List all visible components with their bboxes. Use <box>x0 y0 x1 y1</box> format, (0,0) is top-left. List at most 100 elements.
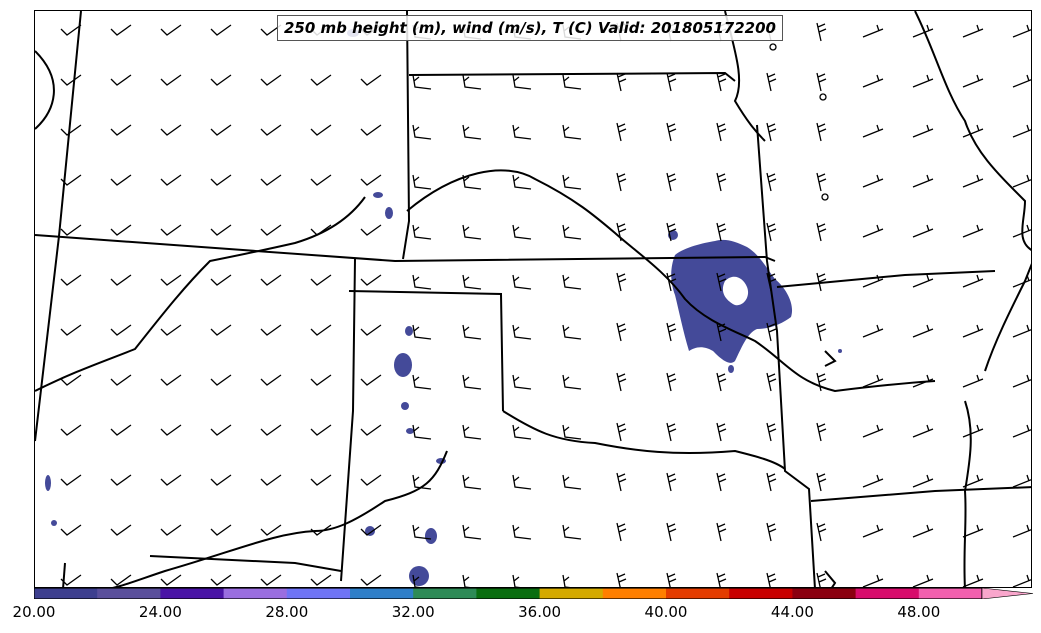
state-border <box>810 486 1031 502</box>
temperature-fill-spot <box>425 528 437 544</box>
wind-barb <box>912 174 934 188</box>
wind-barb <box>310 474 332 486</box>
wind-barb <box>962 474 984 488</box>
wind-barb <box>412 524 432 540</box>
wind-barb <box>160 74 182 86</box>
wind-barb <box>60 224 82 236</box>
wind-barb <box>310 574 332 586</box>
map-panel <box>34 10 1032 588</box>
temperature-fill-spot <box>406 428 414 434</box>
colorbar-segment <box>97 588 161 599</box>
wind-barb <box>562 174 582 190</box>
wind-barb <box>412 124 432 140</box>
wind-barb <box>666 572 677 587</box>
river-line <box>824 570 837 587</box>
wind-barb <box>462 424 482 440</box>
wind-barb <box>160 374 182 386</box>
colorbar-outline <box>34 588 983 599</box>
wind-barb <box>766 222 777 242</box>
wind-barb <box>210 524 232 536</box>
temperature-fill-spot <box>405 326 413 336</box>
wind-barb <box>360 474 382 486</box>
colorbar-segment <box>160 588 225 599</box>
wind-barb <box>816 172 827 192</box>
wind-barb <box>462 374 482 390</box>
wind-barb <box>110 74 132 86</box>
wind-barb <box>862 24 884 38</box>
wind-barb <box>360 324 382 336</box>
temperature-fill-spot <box>385 207 393 219</box>
wind-barb <box>816 72 827 92</box>
wind-barb <box>110 124 132 136</box>
wind-barb <box>110 424 132 436</box>
wind-barb <box>412 174 432 190</box>
wind-barb <box>666 272 677 292</box>
wind-barb <box>766 172 777 192</box>
wind-barb <box>512 524 532 540</box>
wind-barb <box>616 172 627 192</box>
state-border <box>35 11 82 442</box>
wind-barb <box>360 124 382 136</box>
wind-barb <box>616 572 627 587</box>
wind-barb <box>912 424 934 438</box>
wind-barb <box>260 224 282 236</box>
wind-barb <box>766 322 777 342</box>
wind-barb <box>716 172 727 192</box>
wind-barb <box>962 524 984 538</box>
temperature-fill-spot <box>51 520 57 526</box>
wind-barb <box>412 574 421 587</box>
wind-barb <box>160 424 182 436</box>
river-line <box>984 263 1031 372</box>
wind-barb <box>766 372 777 392</box>
wind-barb <box>666 422 677 442</box>
wind-barb <box>462 124 482 140</box>
wind-barb <box>1012 424 1031 438</box>
wind-barb <box>862 74 884 88</box>
wind-barb <box>310 74 332 86</box>
wind-barb <box>260 74 282 86</box>
wind-barb <box>160 224 182 236</box>
colorbar-segment <box>855 588 920 599</box>
wind-barb <box>862 224 884 238</box>
wind-barb <box>562 224 582 240</box>
wind-barb <box>60 174 82 186</box>
wind-barb <box>1012 474 1031 488</box>
colorbar-tick-label: 36.00 <box>518 603 562 621</box>
colorbar-tick-label: 28.00 <box>265 603 309 621</box>
wind-barb <box>766 422 777 442</box>
wind-barb <box>912 324 934 338</box>
wind-barb <box>912 274 934 288</box>
wind-barb <box>260 574 282 586</box>
wind-barb <box>60 124 82 136</box>
wind-barb <box>912 574 934 587</box>
wind-barb <box>616 522 627 542</box>
wind-barb <box>816 472 827 492</box>
wind-barb <box>360 524 382 536</box>
wind-barb <box>816 272 827 292</box>
wind-barb <box>512 574 521 587</box>
wind-barb <box>60 474 82 486</box>
wind-barb <box>360 574 382 586</box>
wind-barb <box>912 524 934 538</box>
state-border <box>62 562 66 587</box>
wind-barb <box>360 74 382 86</box>
wind-barb <box>260 474 282 486</box>
colorbar-segment <box>286 588 351 599</box>
wind-barb <box>862 274 884 288</box>
wind-barb <box>716 122 727 142</box>
state-border <box>776 270 996 288</box>
wind-barb <box>562 274 582 290</box>
wind-barb <box>1012 24 1031 38</box>
wind-barb <box>1012 74 1031 88</box>
temperature-fill-spot <box>373 192 383 198</box>
wind-barb <box>862 124 884 138</box>
river-line <box>914 11 1031 251</box>
wind-barb <box>260 174 282 186</box>
wind-barb <box>562 524 582 540</box>
wind-barb <box>260 324 282 336</box>
wind-barb <box>766 72 777 92</box>
wind-barb <box>816 572 827 587</box>
wind-barb <box>412 374 432 390</box>
wind-barb <box>962 124 984 138</box>
wind-barb <box>962 274 984 288</box>
